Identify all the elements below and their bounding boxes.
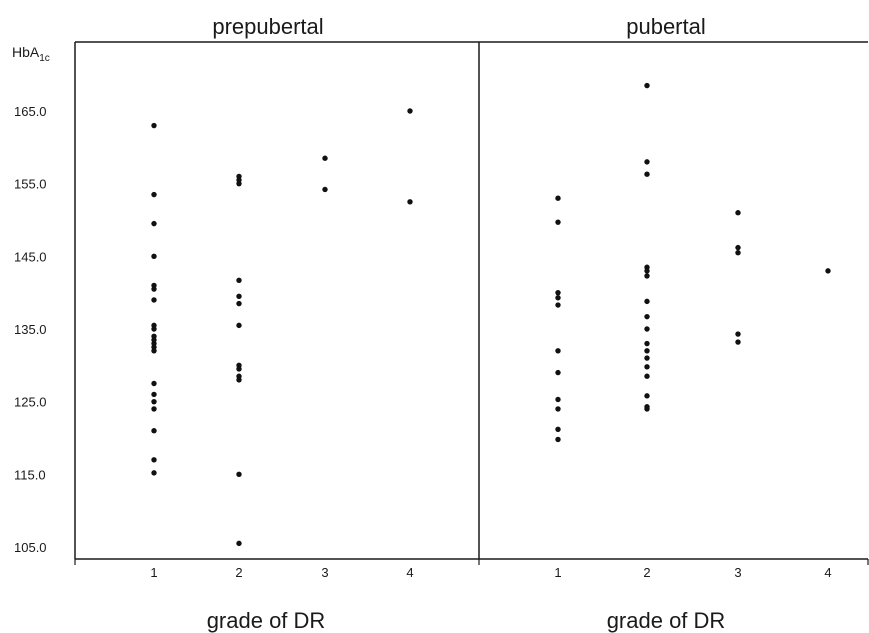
data-point [644,326,650,332]
data-point [735,331,741,337]
data-point [735,244,741,251]
data-point [236,180,242,187]
y-tick-label: 125.0 [14,395,47,410]
data-point [644,355,650,361]
data-point [644,364,650,370]
data-point [236,293,242,299]
data-points [151,82,831,547]
panel-title-pubertal: pubertal [626,14,706,39]
data-point [644,268,650,274]
data-point [236,471,242,478]
x-tick-label: 1 [554,565,561,580]
data-point [555,295,561,301]
y-tick-label: 165.0 [14,104,47,119]
x-tick-label: 2 [235,565,242,580]
data-point [236,377,242,383]
data-point [555,219,561,225]
data-point [322,155,328,161]
data-point [644,298,650,305]
data-point [151,348,157,354]
data-point [555,348,561,354]
data-point [735,210,741,216]
data-point [407,199,413,205]
data-point [735,250,741,256]
data-point [151,380,157,387]
data-point [644,393,650,399]
x-ticks: 1 2 3 4 1 2 3 4 [74,559,869,580]
data-point [825,268,831,274]
x-axis-label-prepubertal: grade of DR [207,608,326,633]
data-point [644,313,650,320]
data-point [151,297,157,303]
y-tick-label: 105.0 [14,540,47,555]
y-axis-label-main: HbA [12,44,40,60]
x-tick-label: 3 [734,565,741,580]
data-point [644,373,650,379]
y-tick-label: 115.0 [14,467,46,482]
data-point [236,366,242,372]
data-point [151,428,157,434]
y-tick-label: 145.0 [14,249,47,264]
data-point [151,457,157,463]
data-point [151,470,157,476]
data-point [151,391,157,398]
y-ticks: 105.0 115.0 125.0 135.0 145.0 155.0 165.0 [14,104,47,555]
data-point [555,436,561,443]
data-point [555,406,561,412]
data-point [644,159,650,165]
x-tick-label: 3 [321,565,328,580]
data-point [644,82,650,89]
data-point [236,277,242,284]
data-point [555,289,561,296]
y-tick-label: 135.0 [14,322,47,337]
x-tick-label: 4 [824,565,831,580]
data-point [555,369,561,376]
x-tick-label: 4 [406,565,413,580]
data-point [151,326,157,332]
data-point [555,195,561,201]
panel-title-prepubertal: prepubertal [212,14,323,39]
x-tick-label: 2 [643,565,650,580]
y-axis-label-subscript: 1c [39,53,50,64]
data-point [236,540,242,547]
data-point [735,339,741,345]
data-point [151,286,157,292]
x-tick-label: 1 [150,565,157,580]
data-point [151,406,157,412]
data-point [644,171,650,177]
y-tick-label: 155.0 [14,177,47,192]
data-point [151,191,157,198]
data-point [151,122,157,129]
data-point [555,426,561,432]
data-point [151,253,157,260]
x-axis-label-pubertal: grade of DR [607,608,726,633]
data-point [322,186,328,193]
data-point [644,273,650,279]
data-point [236,322,242,329]
data-point [151,220,157,227]
data-point [644,348,650,354]
y-axis-label: HbA1c [12,44,50,64]
data-point [644,406,650,412]
data-point [555,302,561,308]
data-point [555,396,561,403]
data-point [644,340,650,347]
data-point [151,398,157,405]
data-point [236,300,242,307]
data-point [407,108,413,114]
